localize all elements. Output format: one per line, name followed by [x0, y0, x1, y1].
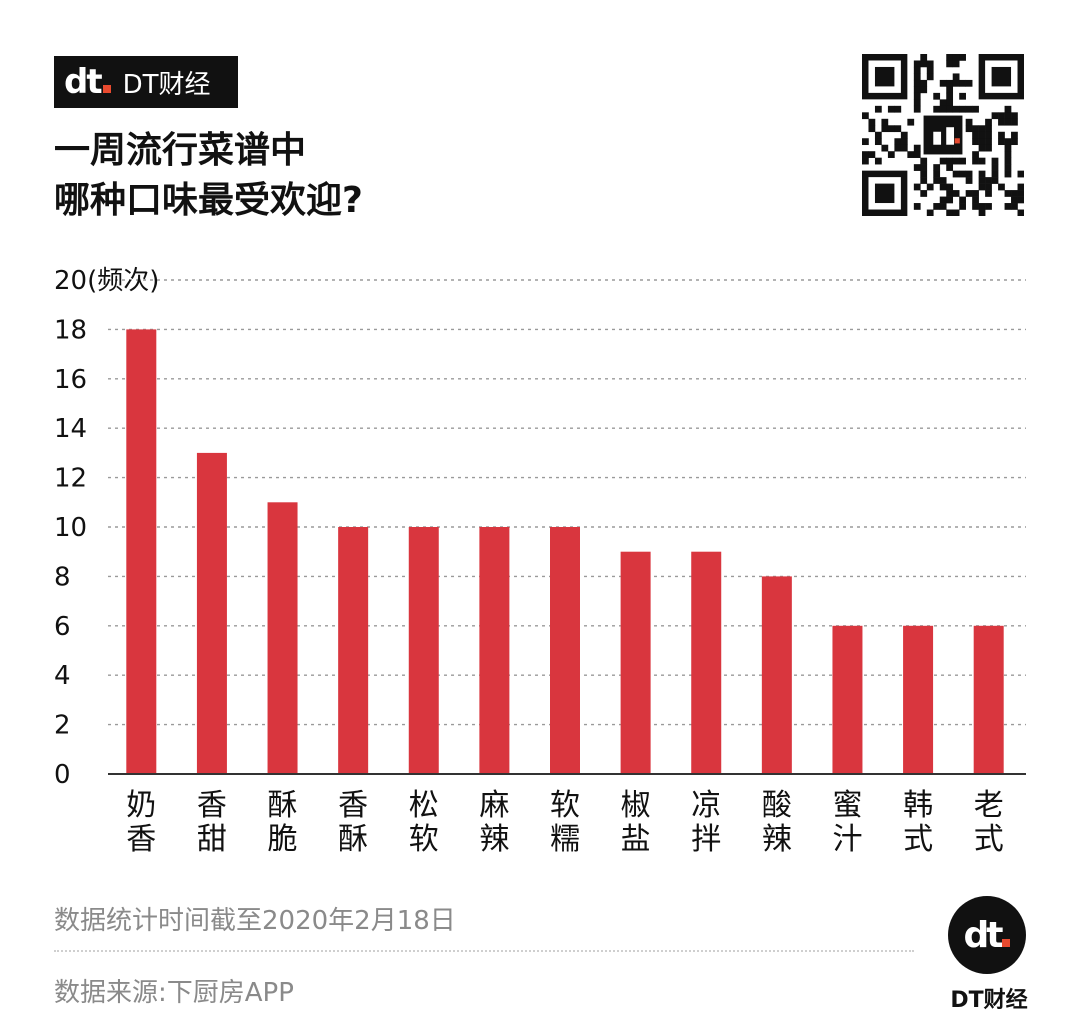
x-tick-label: 酥 — [338, 822, 368, 857]
qr-code — [862, 54, 1024, 216]
x-tick-label: 盐 — [621, 822, 651, 857]
y-tick-label: 4 — [54, 661, 71, 691]
x-tick-label: 式 — [903, 822, 933, 857]
brand-logo-mark: dt — [64, 62, 111, 102]
x-tick-label: 辣 — [479, 822, 509, 857]
title-line-2: 哪种口味最受欢迎? — [54, 180, 363, 221]
y-tick-label: 12 — [54, 464, 87, 494]
x-tick-label: 香 — [338, 788, 368, 823]
x-tick-label: 松 — [409, 788, 439, 823]
bar — [196, 452, 227, 774]
bar — [267, 502, 298, 774]
x-tick-label: 香 — [126, 822, 156, 857]
x-tick-label: 酸 — [762, 788, 792, 823]
x-tick-label: 椒 — [621, 788, 651, 823]
x-tick-label: 脆 — [268, 822, 298, 857]
x-tick-label: 凉 — [691, 788, 721, 823]
chart-title: 一周流行菜谱中 哪种口味最受欢迎? — [54, 126, 363, 226]
x-tick-label: 麻 — [479, 788, 509, 823]
x-tick-label: 软 — [550, 788, 580, 823]
x-tick-label: 奶 — [126, 788, 156, 823]
bar — [832, 625, 863, 774]
bar — [620, 551, 651, 774]
y-tick-label: 20(频次) — [54, 266, 159, 296]
brand-tag: dt DT财经 — [54, 56, 238, 108]
data-source-note: 数据来源:下厨房APP — [54, 978, 294, 1008]
y-tick-label: 6 — [54, 612, 71, 642]
x-tick-label: 软 — [409, 822, 439, 857]
x-tick-label: 香 — [197, 788, 227, 823]
bar — [408, 527, 439, 774]
x-tick-label: 式 — [974, 822, 1004, 857]
y-tick-label: 18 — [54, 315, 87, 345]
bar — [338, 527, 369, 774]
x-tick-label: 老 — [974, 788, 1004, 823]
bar — [479, 527, 510, 774]
bar-chart: 02468101214161820(频次)奶香香甜酥脆香酥松软麻辣软糯椒盐凉拌酸… — [54, 266, 1026, 857]
bar — [761, 576, 792, 774]
y-tick-label: 16 — [54, 365, 87, 395]
x-tick-label: 汁 — [832, 822, 862, 857]
y-tick-label: 14 — [54, 414, 87, 444]
x-tick-label: 韩 — [903, 788, 933, 823]
footer-divider — [54, 950, 914, 952]
brand-name: DT财经 — [122, 69, 211, 100]
x-tick-label: 拌 — [691, 822, 721, 857]
bar — [903, 625, 934, 774]
title-line-1: 一周流行菜谱中 — [54, 130, 307, 171]
y-tick-label: 0 — [54, 760, 71, 790]
x-tick-label: 酥 — [268, 788, 298, 823]
y-tick-label: 2 — [54, 711, 71, 741]
y-tick-label: 10 — [54, 513, 87, 543]
x-tick-label: 甜 — [197, 822, 227, 857]
bar — [126, 329, 157, 774]
x-tick-label: 糯 — [550, 822, 580, 857]
x-tick-label: 蜜 — [832, 788, 862, 823]
bar — [691, 551, 722, 774]
x-tick-label: 辣 — [762, 822, 792, 857]
y-tick-label: 8 — [54, 562, 71, 592]
dt-logo-icon: dt — [948, 896, 1026, 974]
data-date-note: 数据统计时间截至2020年2月18日 — [54, 906, 456, 936]
logo-name: DT财经 — [950, 988, 1028, 1013]
bar — [550, 527, 580, 774]
bar — [973, 625, 1004, 774]
